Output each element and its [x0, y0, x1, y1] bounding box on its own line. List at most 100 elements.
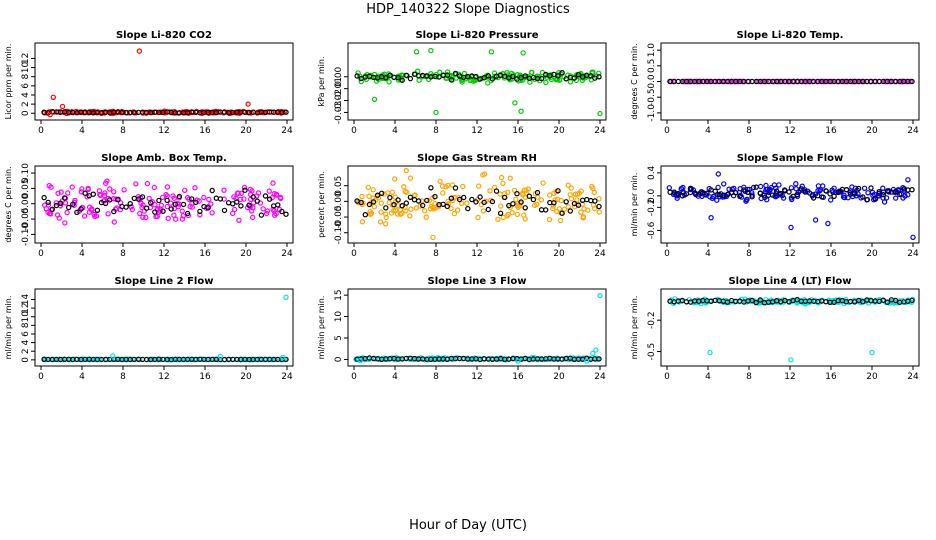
data-point-reference	[262, 193, 269, 199]
data-point-reference	[168, 206, 174, 212]
panel-title: Slope Gas Stream RH	[417, 153, 537, 164]
data-point	[558, 197, 564, 204]
panel-title: Slope Line 2 Flow	[115, 276, 214, 287]
data-point-reference	[473, 73, 479, 80]
data-point	[433, 205, 439, 211]
data-point	[475, 214, 481, 221]
data-point-reference	[551, 200, 557, 206]
data-point-outlier	[708, 214, 714, 221]
plot-frame	[347, 288, 607, 367]
panel-title: Slope Li-820 CO2	[116, 30, 212, 41]
y-tick-label: 4	[21, 339, 31, 345]
data-point-reference	[485, 73, 491, 79]
data-point-reference	[61, 195, 68, 201]
y-axis-label: degrees C per min.	[630, 43, 639, 119]
data-point-reference	[399, 77, 405, 83]
data-point	[394, 355, 400, 361]
data-point-reference	[588, 73, 594, 79]
data-point	[460, 183, 466, 190]
data-point-reference	[555, 73, 561, 79]
data-point	[81, 213, 88, 219]
data-point-reference	[82, 190, 88, 196]
y-tick-label: 0.5	[647, 59, 657, 73]
x-tick-label: 0	[664, 126, 670, 136]
data-point	[121, 187, 127, 193]
data-point-outlier	[597, 110, 603, 117]
data-point	[715, 184, 721, 191]
data-point	[893, 195, 899, 201]
data-point-reference	[387, 72, 393, 79]
data-point-reference	[407, 194, 414, 200]
data-point	[221, 187, 227, 193]
data-point	[158, 202, 164, 208]
data-point	[865, 190, 871, 196]
y-tick-label: -0.03	[334, 101, 344, 124]
data-point-outlier	[515, 358, 521, 364]
y-tick-label: -0.02	[334, 89, 344, 112]
data-point	[235, 190, 241, 196]
data-point	[136, 210, 143, 217]
data-point-reference	[444, 203, 450, 210]
data-point-reference	[880, 191, 887, 198]
data-point-reference	[403, 72, 409, 79]
data-point-reference	[860, 194, 866, 200]
y-tick-label: 6	[21, 83, 31, 89]
data-point	[97, 191, 103, 198]
y-tick-label: 0.4	[647, 165, 657, 180]
data-point	[596, 196, 602, 202]
data-point	[498, 203, 504, 209]
data-point-outlier	[245, 101, 251, 107]
data-point	[522, 216, 528, 222]
y-tick-label: -0.10	[21, 222, 31, 246]
data-point-reference	[358, 199, 364, 206]
plot-frame	[34, 288, 294, 367]
data-point-reference	[778, 190, 784, 197]
panel-title: Slope Li-820 Temp.	[737, 30, 844, 41]
data-point	[201, 194, 207, 201]
data-point	[480, 172, 486, 178]
data-point	[731, 78, 737, 85]
data-point-reference	[481, 199, 487, 206]
plot-frame	[34, 42, 294, 121]
panel-title: Slope Amb. Box Temp.	[101, 153, 227, 164]
data-point	[709, 195, 716, 201]
data-point-reference	[823, 188, 829, 194]
x-tick-label: 16	[199, 372, 211, 382]
data-point	[767, 186, 774, 193]
data-point	[883, 195, 890, 201]
x-tick-label: 4	[392, 372, 398, 382]
x-tick-label: 12	[784, 372, 795, 382]
data-point	[358, 78, 364, 85]
x-tick-label: 4	[79, 249, 85, 259]
data-point	[513, 196, 519, 203]
y-tick-label: -0.2	[647, 311, 657, 329]
data-point-reference	[497, 210, 504, 216]
data-point	[454, 207, 461, 213]
panel-p8: Slope Line 3 Flow ml/min per min. 0 4 8 12 16 2…	[317, 276, 607, 382]
x-tick-label: 8	[746, 372, 752, 382]
data-point	[426, 198, 432, 204]
panel-title: Slope Li-820 Pressure	[415, 30, 538, 41]
data-point-reference	[485, 206, 491, 213]
x-tick-label: 24	[281, 249, 293, 259]
data-point	[401, 183, 407, 190]
data-point-reference	[221, 207, 228, 214]
data-point	[208, 201, 214, 207]
data-point-reference	[143, 205, 150, 211]
data-point-outlier	[788, 357, 794, 363]
data-point-reference	[856, 185, 862, 192]
data-point	[241, 184, 248, 191]
data-point-reference	[473, 199, 479, 205]
x-tick-label: 12	[784, 249, 795, 259]
data-point-reference	[514, 190, 520, 197]
data-point	[557, 217, 564, 224]
data-point-reference	[379, 190, 385, 196]
data-point-reference	[522, 205, 528, 211]
data-point	[476, 183, 482, 189]
data-point-reference	[156, 197, 162, 204]
data-point	[681, 78, 688, 85]
data-point	[157, 208, 163, 214]
data-point-reference	[596, 203, 602, 210]
data-point-reference	[872, 196, 878, 202]
y-tick-label: 5	[334, 335, 344, 341]
